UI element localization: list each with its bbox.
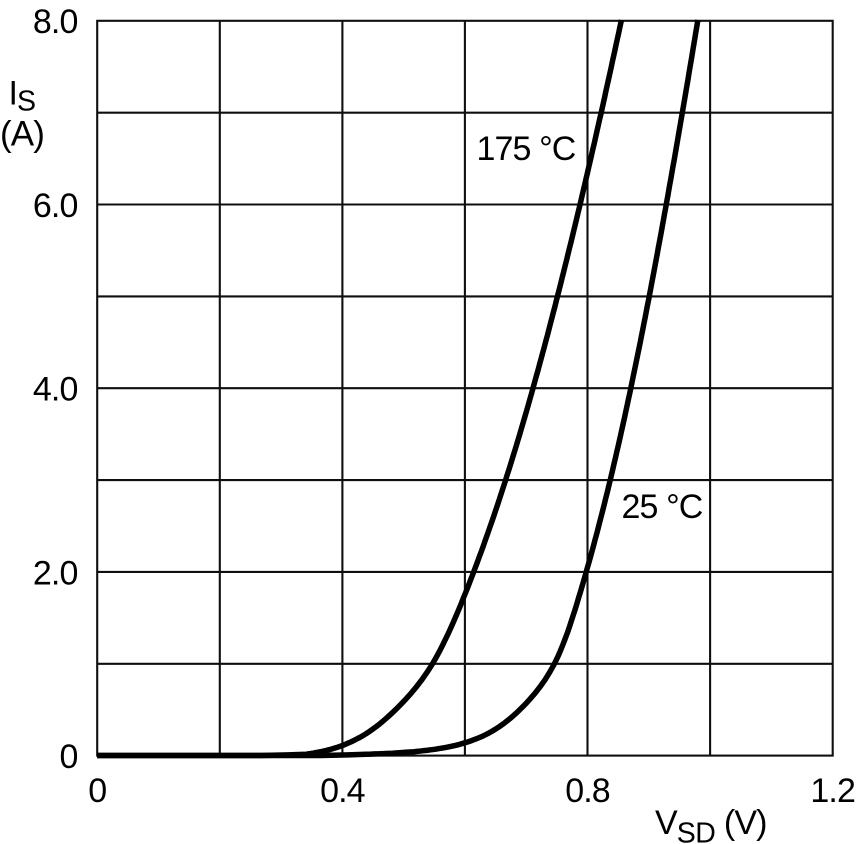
svg-text:175 °C: 175 °C: [477, 130, 576, 168]
svg-text:0: 0: [88, 772, 106, 810]
svg-text:0.8: 0.8: [565, 772, 610, 810]
svg-text:VSD (V): VSD (V): [655, 804, 767, 844]
svg-text:4.0: 4.0: [33, 371, 78, 409]
svg-text:0.4: 0.4: [320, 772, 365, 810]
svg-text:8.0: 8.0: [33, 3, 78, 41]
svg-text:25 °C: 25 °C: [622, 488, 703, 526]
svg-text:1.2: 1.2: [810, 772, 855, 810]
svg-text:0: 0: [59, 738, 77, 776]
svg-text:2.0: 2.0: [33, 554, 78, 592]
svg-text:(A): (A): [0, 115, 44, 154]
svg-text:IS: IS: [9, 74, 36, 117]
svg-text:6.0: 6.0: [33, 187, 78, 225]
